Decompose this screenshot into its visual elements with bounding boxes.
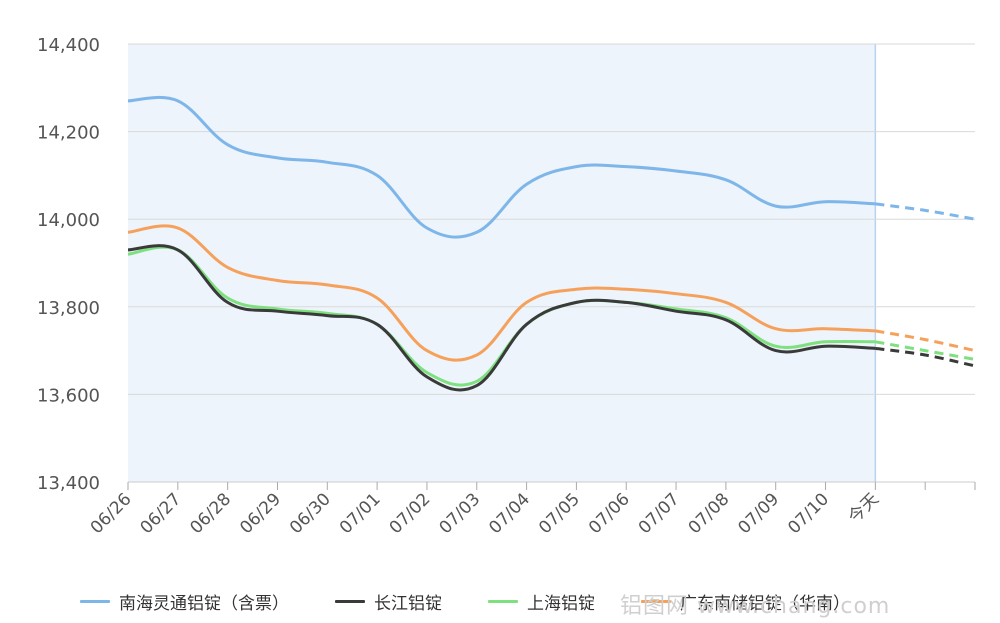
legend-item-nanhai[interactable]: 南海灵通铝锭（含票） — [80, 589, 289, 614]
series-forecast-line-2 — [875, 340, 976, 361]
y-tick-label: 13,400 — [37, 473, 100, 494]
legend-label-changjiang: 长江铝锭 — [374, 593, 442, 614]
x-tick-label: 07/09 — [734, 489, 783, 538]
legend: 南海灵通铝锭（含票） 长江铝锭 上海铝锭 广东南储铝锭（华南） — [80, 586, 850, 616]
series-forecast-line-1 — [875, 346, 976, 368]
legend-label-guangdong: 广东南储铝锭（华南） — [680, 593, 850, 614]
y-tick-label: 13,800 — [37, 298, 100, 319]
x-tick-label: 07/02 — [386, 489, 435, 538]
legend-label-shanghai: 上海铝锭 — [527, 593, 595, 614]
series-line-2 — [127, 245, 876, 387]
legend-swatch-shanghai — [488, 599, 518, 603]
x-tick-label: 06/27 — [137, 489, 186, 538]
series-line-0 — [127, 95, 876, 239]
legend-label-nanhai: 南海灵通铝锭（含票） — [119, 593, 289, 614]
legend-swatch-nanhai — [80, 599, 110, 603]
x-tick-label: 今天 — [845, 489, 883, 527]
history-shaded-region — [128, 44, 876, 482]
legend-swatch-changjiang — [335, 599, 365, 603]
x-tick-label: 07/05 — [535, 489, 584, 538]
x-tick-label: 07/03 — [436, 489, 485, 538]
x-tick-label: 07/08 — [685, 489, 734, 538]
legend-item-changjiang[interactable]: 长江铝锭 — [335, 589, 442, 614]
series-line-3 — [127, 224, 876, 362]
legend-item-shanghai[interactable]: 上海铝锭 — [488, 589, 595, 614]
series-forecast-line-0 — [875, 202, 976, 221]
y-tick-label: 14,000 — [37, 210, 100, 231]
x-tick-label: 06/26 — [87, 489, 136, 538]
series-forecast-line-3 — [875, 329, 976, 353]
x-tick-label: 07/04 — [485, 489, 534, 538]
x-tick-label: 07/10 — [784, 489, 833, 538]
x-tick-label: 07/07 — [635, 489, 684, 538]
y-tick-label: 13,600 — [37, 385, 100, 406]
series-line-1 — [127, 244, 876, 392]
x-tick-label: 06/29 — [236, 489, 285, 538]
y-tick-label: 14,200 — [37, 123, 100, 144]
legend-item-guangdong[interactable]: 广东南储铝锭（华南） — [641, 589, 850, 614]
y-tick-label: 14,400 — [37, 35, 100, 56]
x-tick-label: 07/06 — [585, 489, 634, 538]
watermark-text: 铝图网 www.chang.com — [620, 594, 891, 619]
x-tick-label: 06/28 — [186, 489, 235, 538]
x-tick-label: 06/30 — [286, 489, 335, 538]
x-tick-label: 07/01 — [336, 489, 385, 538]
legend-swatch-guangdong — [641, 599, 671, 603]
